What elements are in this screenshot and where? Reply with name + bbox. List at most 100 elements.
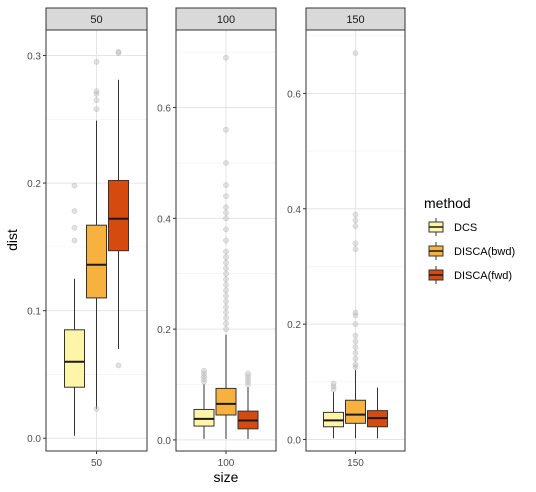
outlier-point bbox=[223, 204, 229, 211]
outlier-point bbox=[223, 287, 229, 294]
facet-100: 100 0.0 0.2 0.4 0.6 100 bbox=[157, 7, 277, 469]
box-disca-fwd bbox=[108, 48, 129, 369]
outlier-point bbox=[223, 226, 229, 233]
box-iqr bbox=[64, 329, 85, 388]
facet-panels: 50 0.0 0.1 0.2 0.3 50 100 0.0 0.2 0.4 0.6 100 150 0.0… bbox=[27, 7, 406, 469]
y-tick-label: 0.2 bbox=[287, 320, 301, 331]
legend-title: method bbox=[424, 195, 471, 211]
outlier-point bbox=[352, 246, 359, 253]
x-tick-label: 100 bbox=[218, 458, 235, 469]
outlier-point bbox=[223, 281, 229, 288]
outlier-point bbox=[223, 182, 229, 188]
outlier-point bbox=[223, 265, 229, 272]
outlier-point bbox=[71, 237, 78, 244]
outlier-point bbox=[245, 378, 251, 385]
outlier-point bbox=[223, 193, 229, 200]
facet-150: 150 0.0 0.2 0.4 0.6 150 bbox=[287, 7, 406, 469]
box-iqr bbox=[193, 408, 215, 427]
outlier-point bbox=[223, 315, 229, 321]
outlier-point bbox=[115, 50, 122, 56]
box-disca-bwd bbox=[86, 59, 107, 412]
x-tick-label: 50 bbox=[91, 458, 103, 469]
box-disca-fwd bbox=[237, 370, 259, 439]
y-tick-label: 0.2 bbox=[157, 325, 171, 336]
outlier-point bbox=[352, 361, 359, 368]
y-tick-label: 0.2 bbox=[27, 179, 41, 190]
outlier-point bbox=[352, 321, 359, 327]
outlier-point bbox=[352, 332, 359, 339]
outlier-point bbox=[352, 364, 359, 371]
outlier-point bbox=[352, 240, 359, 247]
facet-strip-label: 50 bbox=[90, 14, 102, 26]
outlier-point bbox=[201, 373, 207, 380]
outlier-point bbox=[352, 217, 359, 224]
y-tick-label: 0.1 bbox=[27, 307, 41, 318]
box-iqr bbox=[215, 387, 237, 416]
outlier-point bbox=[223, 126, 229, 133]
outlier-point bbox=[223, 160, 229, 166]
outlier-point bbox=[352, 350, 359, 356]
y-tick-label: 0.4 bbox=[287, 205, 301, 216]
outlier-point bbox=[223, 309, 229, 316]
legend-label: DCS bbox=[454, 222, 477, 234]
outlier-point bbox=[223, 276, 229, 283]
facet-strip-label: 150 bbox=[346, 14, 364, 26]
outlier-point bbox=[330, 383, 337, 390]
outlier-point bbox=[223, 259, 229, 266]
outlier-point bbox=[201, 367, 207, 374]
outlier-point bbox=[352, 223, 359, 229]
outlier-point bbox=[201, 378, 207, 385]
outlier-point bbox=[223, 254, 229, 260]
facet-strip-label: 100 bbox=[217, 14, 235, 26]
legend-label: DISCA(fwd) bbox=[454, 270, 512, 282]
legend: method DCS DISCA(bwd) DISCA(fwd) bbox=[424, 195, 515, 284]
outlier-point bbox=[93, 88, 100, 95]
y-tick-label: 0.0 bbox=[287, 435, 301, 446]
outlier-point bbox=[71, 208, 78, 215]
legend-item-dcs: DCS bbox=[428, 218, 477, 236]
outlier-point bbox=[352, 355, 359, 362]
legend-label: DISCA(bwd) bbox=[454, 246, 515, 258]
box-dcs bbox=[323, 380, 344, 439]
box-iqr bbox=[86, 224, 107, 299]
facet-50: 50 0.0 0.1 0.2 0.3 50 bbox=[27, 7, 148, 469]
box-disca-bwd bbox=[345, 50, 366, 439]
box-iqr bbox=[345, 399, 366, 424]
outlier-point bbox=[223, 270, 229, 277]
outlier-point bbox=[223, 215, 229, 222]
outlier-point bbox=[330, 386, 337, 393]
outlier-point bbox=[223, 237, 229, 244]
outlier-point bbox=[352, 338, 359, 345]
box-dcs bbox=[64, 182, 85, 436]
x-axis-title: size bbox=[214, 469, 239, 485]
outlier-point bbox=[223, 304, 229, 310]
outlier-point bbox=[223, 293, 229, 299]
outlier-point bbox=[201, 370, 207, 377]
outlier-point bbox=[352, 50, 359, 56]
outlier-point bbox=[245, 373, 251, 380]
outlier-point bbox=[245, 370, 251, 377]
outlier-point bbox=[245, 381, 251, 388]
y-tick-label: 0.6 bbox=[287, 89, 301, 100]
outlier-point bbox=[352, 309, 359, 316]
box-disca-bwd bbox=[215, 54, 237, 439]
outlier-point bbox=[223, 298, 229, 305]
box-dcs bbox=[193, 367, 215, 439]
outlier-point bbox=[93, 90, 100, 97]
y-axis-title: dist bbox=[4, 229, 20, 251]
outlier-point bbox=[245, 376, 251, 382]
legend-item-disca-bwd: DISCA(bwd) bbox=[428, 242, 515, 260]
outlier-point bbox=[93, 106, 100, 112]
outlier-point bbox=[223, 326, 229, 332]
x-tick-label: 150 bbox=[347, 458, 364, 469]
outlier-point bbox=[201, 376, 207, 382]
outlier-point bbox=[71, 224, 78, 231]
outlier-point bbox=[93, 59, 100, 65]
box-disca-fwd bbox=[367, 387, 388, 439]
legend-item-disca-fwd: DISCA(fwd) bbox=[428, 266, 512, 284]
y-tick-label: 0.3 bbox=[27, 52, 41, 63]
outlier-point bbox=[223, 209, 229, 216]
outlier-point bbox=[352, 344, 359, 351]
y-tick-label: 0.0 bbox=[157, 436, 171, 447]
